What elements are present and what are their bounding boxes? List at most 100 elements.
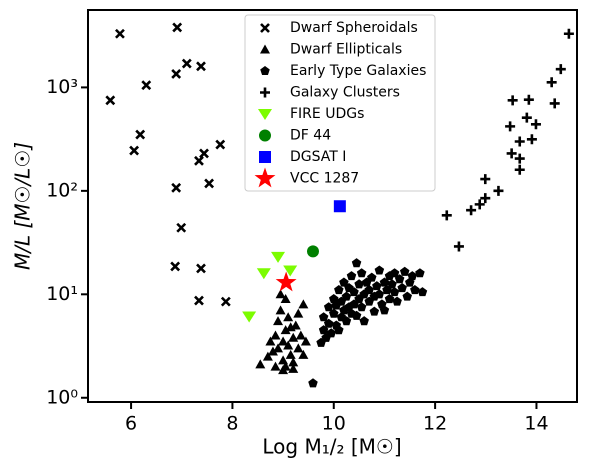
data-point xyxy=(204,178,215,189)
legend-label: Galaxy Clusters xyxy=(290,85,400,101)
x-tick-label: 10 xyxy=(322,413,346,435)
data-point xyxy=(318,312,329,322)
data-point xyxy=(549,98,560,109)
data-point xyxy=(326,328,336,338)
data-point xyxy=(298,299,309,309)
data-point xyxy=(356,268,367,278)
data-point xyxy=(171,68,182,79)
legend-marker xyxy=(260,23,270,33)
data-point xyxy=(293,308,304,318)
data-point xyxy=(298,349,309,359)
data-point xyxy=(194,295,204,306)
data-point xyxy=(220,296,231,307)
data-point xyxy=(334,325,344,335)
data-point xyxy=(351,258,362,268)
data-point xyxy=(341,291,352,301)
data-point xyxy=(256,268,271,280)
data-point xyxy=(323,318,334,328)
data-point xyxy=(262,351,273,361)
data-point xyxy=(374,289,385,299)
plot-frame xyxy=(87,9,578,403)
data-point xyxy=(372,281,382,291)
y-tick-label: 10⁰ xyxy=(46,386,78,408)
data-point xyxy=(271,251,286,263)
x-tick-label: 6 xyxy=(125,413,137,435)
data-point xyxy=(415,268,425,278)
data-point xyxy=(374,265,385,275)
data-point xyxy=(181,58,192,69)
data-point xyxy=(333,200,346,213)
legend-marker xyxy=(259,151,271,163)
data-point xyxy=(351,310,362,320)
data-point xyxy=(417,287,428,297)
data-point xyxy=(359,316,369,326)
data-point xyxy=(267,346,278,356)
data-point xyxy=(341,316,352,326)
data-point xyxy=(242,311,257,323)
data-point xyxy=(170,261,181,272)
data-point xyxy=(526,134,537,145)
data-point xyxy=(521,112,532,123)
data-point xyxy=(399,266,410,276)
legend-label: DGSAT I xyxy=(290,149,346,165)
data-point xyxy=(402,291,413,301)
legend-marker xyxy=(260,87,270,98)
data-point xyxy=(278,336,289,346)
legend-label: VCC 1287 xyxy=(290,171,359,187)
data-point xyxy=(346,271,357,281)
data-point xyxy=(176,222,187,233)
data-point xyxy=(280,325,291,335)
data-point xyxy=(364,285,374,295)
data-point xyxy=(171,182,182,193)
data-point xyxy=(339,277,349,287)
legend-label: FIRE UDGs xyxy=(290,106,364,122)
legend-label: Early Type Galaxies xyxy=(290,63,426,79)
legend-label: Dwarf Spheroidals xyxy=(290,20,418,36)
data-point xyxy=(514,136,525,147)
data-point xyxy=(480,193,491,204)
data-point xyxy=(270,361,281,371)
data-point xyxy=(453,241,464,252)
data-point xyxy=(323,302,334,312)
data-point xyxy=(275,305,286,315)
legend-box xyxy=(244,14,436,192)
data-point xyxy=(194,155,204,166)
y-tick-label: 10² xyxy=(46,179,78,201)
data-point xyxy=(278,365,289,375)
data-point xyxy=(275,289,286,299)
data-point xyxy=(280,294,291,304)
data-point xyxy=(466,205,477,216)
legend-marker xyxy=(258,109,272,120)
data-point xyxy=(563,28,574,39)
x-axis-label: Log M₁/₂ [M☉] xyxy=(262,435,401,459)
data-point xyxy=(196,263,206,274)
data-point xyxy=(275,271,297,292)
data-point xyxy=(215,139,226,150)
data-point xyxy=(507,95,518,106)
data-point xyxy=(283,340,294,350)
data-point xyxy=(135,129,146,140)
x-tick-label: 12 xyxy=(423,413,447,435)
data-point xyxy=(369,306,380,316)
data-point xyxy=(441,210,452,221)
data-point xyxy=(392,296,402,306)
data-point xyxy=(480,174,491,185)
data-point xyxy=(555,64,566,75)
legend-marker xyxy=(260,66,270,76)
data-point xyxy=(379,305,390,315)
data-point xyxy=(255,359,266,369)
data-point xyxy=(290,320,301,330)
data-point xyxy=(334,285,344,295)
legend-marker xyxy=(259,129,271,142)
data-point xyxy=(288,357,299,367)
legend-label: DF 44 xyxy=(290,128,331,144)
y-tick-label: 10³ xyxy=(46,76,78,98)
data-point xyxy=(308,378,318,388)
data-point xyxy=(514,164,525,175)
data-point xyxy=(329,308,339,318)
data-point xyxy=(389,268,400,278)
data-point xyxy=(172,22,183,33)
x-tick-label: 8 xyxy=(226,413,238,435)
data-point xyxy=(265,336,276,346)
